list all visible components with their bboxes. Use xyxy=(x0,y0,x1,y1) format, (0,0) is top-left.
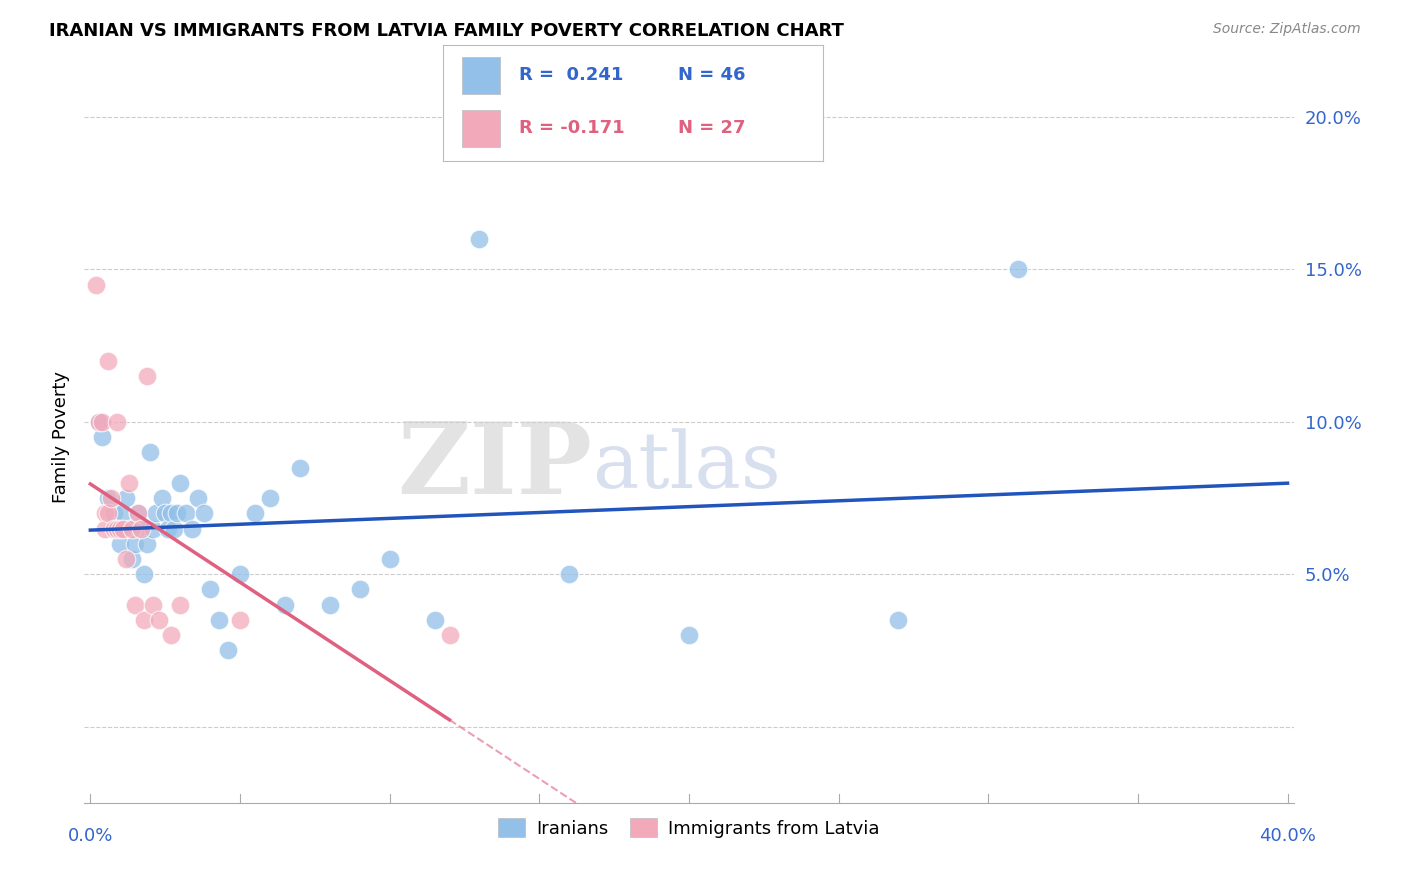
Point xyxy=(136,369,159,384)
Point xyxy=(103,506,125,520)
Point xyxy=(91,415,114,429)
Point xyxy=(163,521,186,535)
Point xyxy=(193,506,215,520)
Point xyxy=(136,537,159,551)
Point xyxy=(1007,262,1029,277)
Point xyxy=(174,506,197,520)
Point xyxy=(558,567,581,582)
Point xyxy=(288,460,311,475)
Point xyxy=(187,491,209,505)
Point xyxy=(112,506,135,520)
Point xyxy=(378,552,401,566)
Point xyxy=(198,582,221,597)
Text: atlas: atlas xyxy=(592,428,780,504)
Point xyxy=(139,445,162,459)
Bar xyxy=(461,57,501,95)
Bar xyxy=(461,110,501,146)
Point xyxy=(169,475,191,490)
Point xyxy=(157,521,180,535)
Point xyxy=(887,613,910,627)
Point xyxy=(89,415,111,429)
Point xyxy=(243,506,266,520)
Point xyxy=(124,598,146,612)
Point xyxy=(439,628,461,642)
Point xyxy=(166,506,188,520)
Point xyxy=(142,521,165,535)
Text: 40.0%: 40.0% xyxy=(1260,827,1316,846)
Text: IRANIAN VS IMMIGRANTS FROM LATVIA FAMILY POVERTY CORRELATION CHART: IRANIAN VS IMMIGRANTS FROM LATVIA FAMILY… xyxy=(49,22,844,40)
Point xyxy=(121,552,143,566)
Point xyxy=(468,232,491,246)
Point xyxy=(160,506,183,520)
Point xyxy=(105,521,128,535)
Point xyxy=(124,537,146,551)
Point xyxy=(94,521,117,535)
Point xyxy=(127,506,149,520)
Point xyxy=(134,613,156,627)
Point xyxy=(145,506,167,520)
Point xyxy=(181,521,204,535)
Point xyxy=(100,491,122,505)
Point xyxy=(148,613,170,627)
Point xyxy=(89,415,111,429)
Point xyxy=(97,491,120,505)
Text: R = -0.171: R = -0.171 xyxy=(519,120,624,137)
Point xyxy=(153,506,176,520)
Point xyxy=(112,521,135,535)
Point xyxy=(91,430,114,444)
Text: N = 27: N = 27 xyxy=(678,120,745,137)
Point xyxy=(229,613,252,627)
Point xyxy=(129,521,152,535)
Point xyxy=(134,567,156,582)
Point xyxy=(115,552,138,566)
Point xyxy=(678,628,700,642)
Point xyxy=(115,491,138,505)
Point xyxy=(118,521,141,535)
Legend: Iranians, Immigrants from Latvia: Iranians, Immigrants from Latvia xyxy=(491,811,887,845)
Text: 0.0%: 0.0% xyxy=(67,827,112,846)
Point xyxy=(97,506,120,520)
Point xyxy=(105,521,128,535)
Point xyxy=(121,521,143,535)
Text: ZIP: ZIP xyxy=(398,417,592,515)
Point xyxy=(127,506,149,520)
Point xyxy=(160,628,183,642)
Text: R =  0.241: R = 0.241 xyxy=(519,66,623,84)
Point xyxy=(118,475,141,490)
Point xyxy=(150,491,173,505)
Point xyxy=(349,582,371,597)
Point xyxy=(103,521,125,535)
Point xyxy=(129,521,152,535)
Text: N = 46: N = 46 xyxy=(678,66,745,84)
Point xyxy=(319,598,342,612)
Point xyxy=(94,506,117,520)
Point xyxy=(142,598,165,612)
Point xyxy=(110,537,132,551)
Point xyxy=(259,491,281,505)
Point xyxy=(274,598,297,612)
Point xyxy=(423,613,446,627)
Text: Source: ZipAtlas.com: Source: ZipAtlas.com xyxy=(1213,22,1361,37)
Point xyxy=(97,354,120,368)
Point xyxy=(86,277,108,292)
Point xyxy=(217,643,239,657)
Point xyxy=(208,613,231,627)
Point xyxy=(105,415,128,429)
Point xyxy=(229,567,252,582)
Y-axis label: Family Poverty: Family Poverty xyxy=(52,371,70,503)
Point xyxy=(169,598,191,612)
Point xyxy=(110,521,132,535)
